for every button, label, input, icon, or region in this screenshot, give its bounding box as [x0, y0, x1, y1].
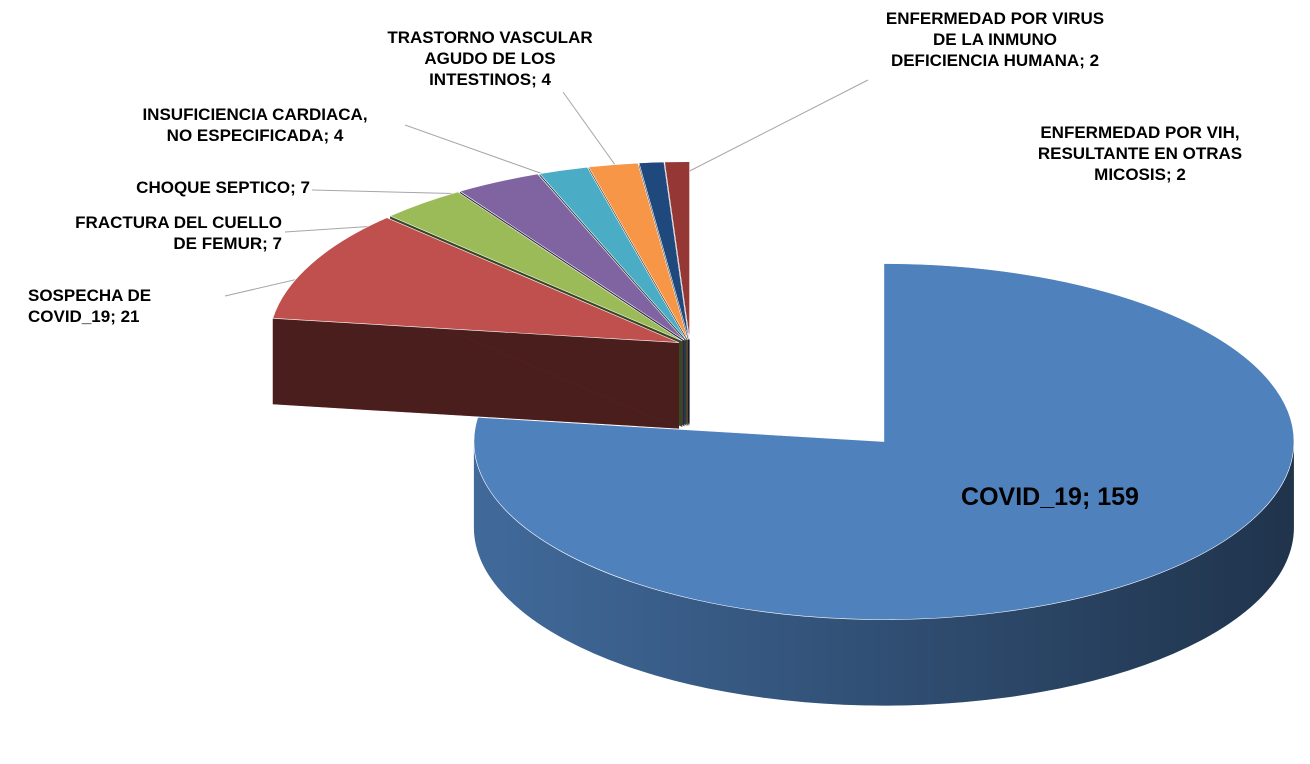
label-separator: ;: [1165, 165, 1177, 184]
slice-wall-shade: [473, 441, 1294, 706]
label-separator: ;: [110, 307, 121, 326]
label-value: 2: [1176, 165, 1186, 184]
data-label: ENFERMEDAD POR VIRUS DE LA INMUNO DEFICI…: [840, 8, 1150, 71]
label-value: 4: [333, 126, 344, 145]
label-separator: ;: [1079, 51, 1090, 70]
data-label: ENFERMEDAD POR VIH, RESULTANTE EN OTRAS …: [990, 122, 1290, 185]
label-category: ENFERMEDAD POR VIH, RESULTANTE EN OTRAS …: [1037, 123, 1243, 184]
label-separator: ;: [323, 126, 334, 145]
label-separator: ;: [262, 234, 273, 253]
data-label: SOSPECHA DE COVID_19; 21: [28, 285, 228, 327]
slice: [664, 161, 690, 340]
label-value: 21: [120, 307, 140, 326]
label-category: TRASTORNO VASCULAR AGUDO DE LOS INTESTIN…: [387, 28, 593, 89]
label-category: INSUFICIENCIA CARDIACA, NO ESPECIFICADA: [142, 105, 368, 145]
label-category: ENFERMEDAD POR VIRUS DE LA INMUNO DEFICI…: [885, 9, 1105, 70]
data-label: INSUFICIENCIA CARDIACA, NO ESPECIFICADA;…: [100, 104, 410, 146]
data-label: TRASTORNO VASCULAR AGUDO DE LOS INTESTIN…: [345, 27, 635, 90]
label-category: SOSPECHA DE COVID_19: [28, 286, 152, 326]
data-label: CHOQUE SEPTICO; 7: [60, 177, 310, 198]
label-separator: ;: [531, 70, 542, 89]
label-value: 159: [1097, 483, 1139, 511]
slice: [539, 166, 687, 341]
slice: [638, 161, 690, 340]
slice: [389, 191, 683, 342]
data-label: COVID_19; 159: [900, 482, 1200, 512]
leader-line: [671, 79, 869, 181]
slice: [272, 217, 680, 343]
slice: [473, 263, 1295, 620]
label-value: 4: [541, 70, 551, 89]
pie: [272, 161, 1295, 706]
label-value: 2: [1089, 51, 1100, 70]
slice: [588, 162, 689, 340]
slice: [459, 173, 685, 341]
label-separator: ;: [290, 178, 301, 197]
label-category: CHOQUE SEPTICO: [136, 178, 291, 197]
label-value: 7: [272, 234, 282, 253]
label-category: FRACTURA DEL CUELLO DE FEMUR: [75, 213, 282, 253]
label-separator: ;: [1081, 483, 1098, 511]
label-value: 7: [300, 178, 310, 197]
data-label: FRACTURA DEL CUELLO DE FEMUR; 7: [12, 212, 282, 254]
label-category: COVID_19: [961, 483, 1082, 511]
